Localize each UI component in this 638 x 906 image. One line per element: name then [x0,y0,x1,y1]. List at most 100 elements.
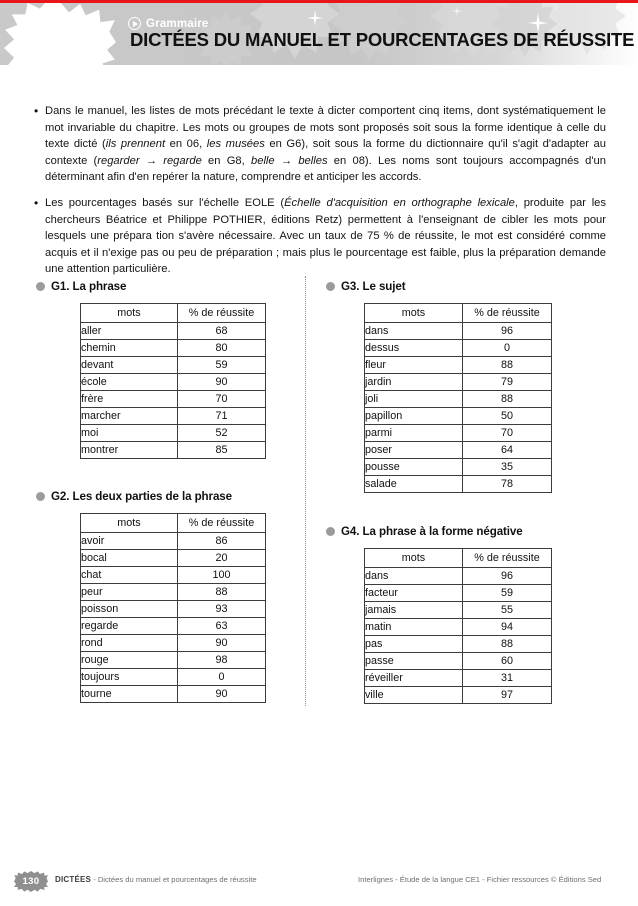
cell-percentage: 90 [177,373,266,391]
cell-percentage: 100 [177,566,266,584]
cell-word: pas [364,635,463,653]
cell-word: chemin [80,339,178,357]
cell-percentage: 85 [177,441,266,459]
table-wrapper: mots % de réussite avoir 86 bocal 20 chat 100… [80,513,266,703]
cell-word: parmi [364,424,463,442]
cell-percentage: 96 [462,322,552,340]
table-row: tourne 90 [80,685,266,703]
cell-word: bocal [80,549,178,567]
column-header-pct: % de réussite [177,513,266,533]
column-divider [305,276,306,706]
header-decoration [0,3,638,65]
table-row: joli 88 [364,390,552,408]
breadcrumb: Grammaire [128,17,209,30]
page-number-badge: 130 [14,871,48,892]
top-accent-rule [0,0,638,3]
cell-percentage: 52 [177,424,266,442]
bullet-dot-icon [326,282,335,291]
section-title: G3. Le sujet [341,280,406,293]
table-row: dans 96 [364,567,552,585]
cell-word: dans [364,322,463,340]
cell-word: passe [364,652,463,670]
cell-word: chat [80,566,178,584]
table-body: aller 68 chemin 80 devant 59 école 90 frère 70 mar… [80,322,266,459]
bullet-icon: • [34,104,39,118]
list-item: • Les pourcentages basés sur l'échelle E… [34,195,606,278]
cell-word: fleur [364,356,463,374]
cell-percentage: 90 [177,685,266,703]
sparkle-icon [452,6,462,16]
column-header-word: mots [364,548,463,568]
cell-percentage: 88 [462,635,552,653]
header-starburst-badge [4,0,116,96]
table-row: marcher 71 [80,407,266,425]
cell-word: rouge [80,651,178,669]
table-body: dans 96 dessus 0 fleur 88 jardin 79 joli 88 papill… [364,322,552,493]
cell-percentage: 35 [462,458,552,476]
cell-percentage: 59 [462,584,552,602]
cell-word: pousse [364,458,463,476]
cell-word: marcher [80,407,178,425]
section-title: G1. La phrase [51,280,127,293]
cell-percentage: 90 [177,634,266,652]
section-title: G4. La phrase à la forme négative [341,525,523,538]
footer-subtitle: - Dictées du manuel et pourcentages de r… [91,875,257,884]
table-row: bocal 20 [80,549,266,567]
cell-percentage: 60 [462,652,552,670]
footer-left-text: DICTÉES - Dictées du manuel et pourcenta… [55,875,257,884]
table-g4: mots % de réussite dans 96 facteur 59 jamais… [364,548,552,704]
table-header-row: mots % de réussite [80,303,266,323]
cell-word: peur [80,583,178,601]
table-row: rouge 98 [80,651,266,669]
table-header-row: mots % de réussite [364,303,552,323]
bullet-icon: • [34,195,39,210]
cell-word: poser [364,441,463,459]
breadcrumb-label: Grammaire [146,17,209,30]
table-row: réveiller 31 [364,669,552,687]
cell-word: ville [364,686,463,704]
table-wrapper: mots % de réussite aller 68 chemin 80 devant… [80,303,266,459]
table-row: aller 68 [80,322,266,340]
table-g1: mots % de réussite aller 68 chemin 80 devant… [80,303,266,459]
section-g2: G2. Les deux parties de la phrase mots %… [36,490,266,703]
column-header-pct: % de réussite [177,303,266,323]
cell-percentage: 88 [177,583,266,601]
table-row: montrer 85 [80,441,266,459]
cell-word: tourne [80,685,178,703]
cell-percentage: 86 [177,532,266,550]
section-heading: G3. Le sujet [326,280,552,293]
table-row: papillon 50 [364,407,552,425]
table-row: jamais 55 [364,601,552,619]
bullet-dot-icon [36,282,45,291]
cell-percentage: 64 [462,441,552,459]
table-row: moi 52 [80,424,266,442]
intro-paragraph-2: Les pourcentages basés sur l'échelle EOL… [45,196,606,276]
cell-word: école [80,373,178,391]
play-triangle-icon [128,17,141,30]
bullet-dot-icon [326,527,335,536]
cell-word: facteur [364,584,463,602]
table-wrapper: mots % de réussite dans 96 facteur 59 jamais… [364,548,552,704]
cell-percentage: 98 [177,651,266,669]
cell-word: réveiller [364,669,463,687]
cell-word: matin [364,618,463,636]
column-header-word: mots [80,303,178,323]
table-row: poisson 93 [80,600,266,618]
table-g3: mots % de réussite dans 96 dessus 0 fleur 88 j… [364,303,552,493]
section-heading: G4. La phrase à la forme négative [326,525,552,538]
list-item: • Dans le manuel, les listes de mots pré… [34,103,606,186]
section-heading: G1. La phrase [36,280,266,293]
table-row: avoir 86 [80,532,266,550]
cell-word: devant [80,356,178,374]
column-header-word: mots [364,303,463,323]
table-row: ville 97 [364,686,552,704]
cell-percentage: 31 [462,669,552,687]
cell-percentage: 96 [462,567,552,585]
cell-word: poisson [80,600,178,618]
table-header-row: mots % de réussite [80,513,266,533]
cell-word: regarde [80,617,178,635]
column-header-word: mots [80,513,178,533]
section-title: G2. Les deux parties de la phrase [51,490,232,503]
cell-percentage: 68 [177,322,266,340]
cell-word: jamais [364,601,463,619]
